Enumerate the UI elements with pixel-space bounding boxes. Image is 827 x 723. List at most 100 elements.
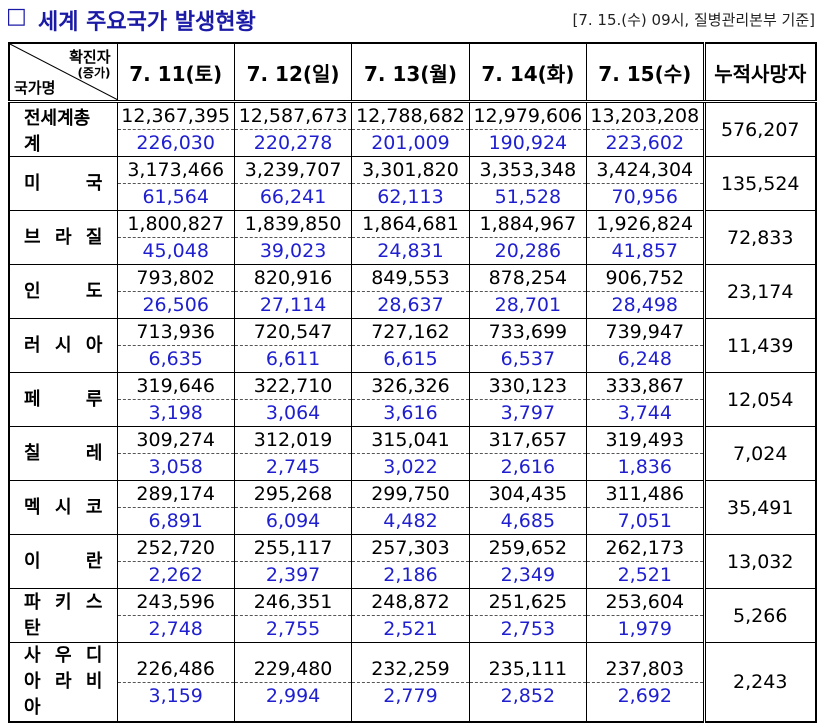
death-value: 135,524 (702, 156, 817, 211)
total-value: 315,041 (352, 427, 469, 454)
country-row: 전세계총계 12,367,395 226,030 12,587,673 220,278 1… (8, 101, 817, 157)
increase-value: 26,506 (142, 294, 209, 316)
total-value: 1,839,850 (234, 211, 352, 238)
country-name: 전세계총계 (24, 107, 91, 155)
total-value: 12,587,673 (234, 103, 352, 130)
value-cell: 289,174 6,891 (116, 480, 235, 535)
value-cell: 317,657 2,616 (468, 426, 588, 481)
death-value: 13,032 (702, 534, 817, 589)
diagonal (10, 44, 118, 100)
corner-cell: 확진자 (증가) 국가명 (8, 42, 118, 103)
total-value: 820,916 (234, 265, 352, 292)
total-value: 1,864,681 (352, 211, 469, 238)
increase-value: 28,637 (377, 294, 444, 316)
country-name: 이 란 (24, 550, 103, 572)
increase-value: 61,564 (142, 186, 209, 208)
total-value: 235,111 (469, 656, 587, 683)
country-name: 칠 레 (24, 442, 103, 464)
total-value: 333,867 (587, 373, 703, 400)
corner-sub: (증가) (77, 66, 111, 80)
value-cell: 3,173,466 61,564 (116, 156, 235, 211)
total-value: 289,174 (117, 481, 234, 508)
increase-value: 2,745 (265, 456, 321, 478)
value-cell: 713,936 6,635 (116, 318, 235, 373)
country-row: 러 시 아 713,936 6,635 720,547 6,611 727,162 6,61… (8, 318, 817, 373)
increase-value: 7,051 (617, 510, 672, 532)
value-cell: 330,123 3,797 (468, 372, 588, 427)
total-value: 330,123 (469, 373, 587, 400)
total-value: 733,699 (469, 319, 587, 346)
name-cell: 칠 레 (8, 426, 118, 481)
increase-value: 6,611 (265, 348, 321, 370)
date-header: 7. 13(월) (351, 42, 470, 103)
increase-value: 3,064 (265, 402, 321, 424)
value-cell: 793,802 26,506 (116, 264, 235, 319)
increase-value: 2,755 (265, 618, 321, 640)
death-value: 72,833 (702, 210, 817, 265)
name-cell: 전세계총계 (8, 101, 118, 157)
increase-value: 4,482 (383, 510, 438, 532)
total-value: 246,351 (234, 589, 352, 616)
total-value: 295,268 (234, 481, 352, 508)
value-cell: 849,553 28,637 (351, 264, 470, 319)
country-row: 미 국 3,173,466 61,564 3,239,707 66,241 3,301,8… (8, 156, 817, 211)
increase-value: 45,048 (142, 240, 209, 262)
total-value: 793,802 (117, 265, 234, 292)
value-cell: 727,162 6,615 (351, 318, 470, 373)
country-row: 사 우 디 아 라 비 아 226,486 3,159 229,480 2,994 232… (8, 642, 817, 723)
total-value: 12,788,682 (352, 103, 469, 130)
total-value: 312,019 (234, 427, 352, 454)
country-name: 러 시 아 (24, 334, 103, 356)
increase-value: 20,286 (494, 240, 562, 262)
value-cell: 12,788,682 201,009 (351, 101, 470, 157)
increase-value: 3,198 (148, 402, 203, 424)
value-cell: 311,486 7,051 (586, 480, 705, 535)
name-cell: 브 라 질 (8, 210, 118, 265)
value-cell: 878,254 28,701 (468, 264, 588, 319)
total-value: 12,979,606 (469, 103, 587, 130)
value-cell: 3,301,820 62,113 (351, 156, 470, 211)
increase-value: 3,744 (617, 402, 672, 424)
total-value: 248,872 (352, 589, 469, 616)
death-value: 576,207 (702, 101, 817, 157)
value-cell: 333,867 3,744 (586, 372, 705, 427)
country-row: 페 루 319,646 3,198 322,710 3,064 326,326 3,616 3… (8, 372, 817, 427)
increase-value: 2,748 (148, 618, 203, 640)
total-value: 727,162 (352, 319, 469, 346)
total-value: 304,435 (469, 481, 587, 508)
death-value: 35,491 (702, 480, 817, 535)
corner-left: 국가명 (14, 79, 56, 97)
increase-value: 1,836 (617, 456, 672, 478)
total-value: 1,926,824 (587, 211, 703, 238)
value-cell: 3,424,304 70,956 (586, 156, 705, 211)
title: 세계 주요국가 발생현황 (38, 10, 256, 35)
value-cell: 12,587,673 220,278 (233, 101, 353, 157)
total-value: 326,326 (352, 373, 469, 400)
value-cell: 1,864,681 24,831 (351, 210, 470, 265)
value-cell: 3,239,707 66,241 (233, 156, 353, 211)
death-value: 23,174 (702, 264, 817, 319)
total-value: 878,254 (469, 265, 587, 292)
total-value: 720,547 (234, 319, 352, 346)
total-value: 243,596 (117, 589, 234, 616)
value-cell: 1,839,850 39,023 (233, 210, 353, 265)
date-header: 7. 12(일) (233, 42, 353, 103)
death-header: 누적사망자 (702, 42, 817, 103)
increase-value: 6,537 (500, 348, 556, 370)
total-value: 253,604 (587, 589, 703, 616)
country-name: 멕 시 코 (24, 496, 103, 518)
total-value: 252,720 (117, 535, 234, 562)
country-name: 사 우 디 아 라 비 아 (24, 645, 103, 718)
total-value: 3,301,820 (352, 157, 469, 184)
total-value: 232,259 (352, 656, 469, 683)
value-cell: 299,750 4,482 (351, 480, 470, 535)
value-cell: 319,646 3,198 (116, 372, 235, 427)
value-cell: 243,596 2,748 (116, 588, 235, 643)
country-row: 파 키 스 탄 243,596 2,748 246,351 2,755 248,872 2,… (8, 588, 817, 643)
increase-value: 6,094 (265, 510, 321, 532)
country-name: 인 도 (24, 280, 103, 302)
total-value: 713,936 (117, 319, 234, 346)
increase-value: 6,248 (617, 348, 672, 370)
death-value: 11,439 (702, 318, 817, 373)
total-value: 906,752 (587, 265, 703, 292)
